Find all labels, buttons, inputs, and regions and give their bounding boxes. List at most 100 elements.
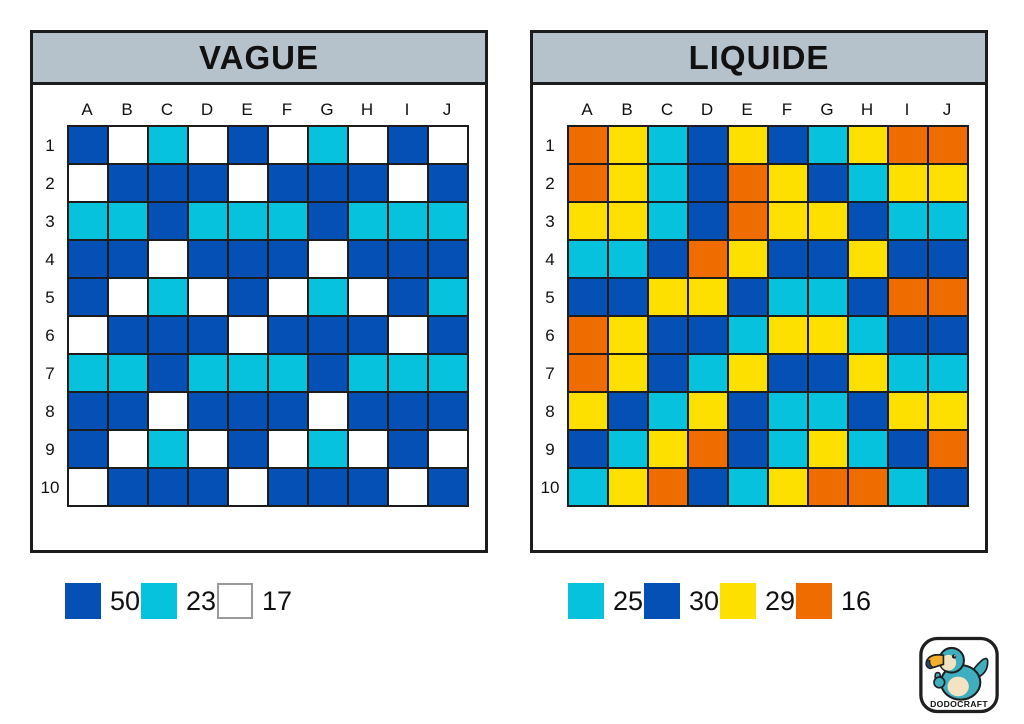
grid-cell-H6 bbox=[349, 317, 387, 353]
grid-cell-B3 bbox=[109, 203, 147, 239]
grid-cell-E9 bbox=[229, 431, 267, 467]
grid-cell-H1 bbox=[349, 127, 387, 163]
grid-cell-D10 bbox=[689, 469, 727, 505]
grid-cell-A2 bbox=[569, 165, 607, 201]
legend-item: 23 bbox=[141, 583, 217, 619]
grid-cell-A6 bbox=[69, 317, 107, 353]
grid-cell-D2 bbox=[189, 165, 227, 201]
grid-cell-A9 bbox=[69, 431, 107, 467]
grid-cell-C1 bbox=[649, 127, 687, 163]
grid-cell-C1 bbox=[149, 127, 187, 163]
grid-cell-H3 bbox=[849, 203, 887, 239]
grid-cell-G6 bbox=[309, 317, 347, 353]
grid-cell-I10 bbox=[389, 469, 427, 505]
legend-count: 25 bbox=[613, 585, 644, 616]
grid-cell-I5 bbox=[889, 279, 927, 315]
grid-cell-B1 bbox=[609, 127, 647, 163]
grid-cell-I9 bbox=[889, 431, 927, 467]
panel-vague: VAGUE A B C D E F G H I J 1 2 3 4 5 6 7 8 9 10 bbox=[30, 30, 488, 553]
row-label-9: 9 bbox=[45, 440, 55, 459]
row-label-6: 6 bbox=[45, 326, 55, 345]
grid-cell-I2 bbox=[889, 165, 927, 201]
grid-cell-E1 bbox=[729, 127, 767, 163]
grid-cell-I8 bbox=[389, 393, 427, 429]
grid-cell-B7 bbox=[609, 355, 647, 391]
grid-cell-G10 bbox=[309, 469, 347, 505]
column-labels-vague: A B C D E F G H I J bbox=[67, 95, 485, 125]
grid-cell-B4 bbox=[609, 241, 647, 277]
grid-cell-J2 bbox=[929, 165, 967, 201]
grid-cell-J1 bbox=[429, 127, 467, 163]
grid-cell-B9 bbox=[109, 431, 147, 467]
panel-vague-title-bar: VAGUE bbox=[30, 30, 488, 85]
row-label-8: 8 bbox=[545, 402, 555, 421]
grid-cell-I3 bbox=[889, 203, 927, 239]
grid-vague bbox=[67, 125, 469, 507]
grid-cell-E10 bbox=[229, 469, 267, 505]
column-label-D: D bbox=[700, 100, 714, 119]
grid-cell-D8 bbox=[689, 393, 727, 429]
grid-cell-I4 bbox=[389, 241, 427, 277]
grid-cell-D6 bbox=[689, 317, 727, 353]
legend-color-swatch bbox=[141, 583, 177, 619]
grid-cell-D7 bbox=[189, 355, 227, 391]
grid-cell-H9 bbox=[849, 431, 887, 467]
grid-cell-B7 bbox=[109, 355, 147, 391]
grid-cell-J9 bbox=[429, 431, 467, 467]
grid-cell-A10 bbox=[69, 469, 107, 505]
grid-cell-D10 bbox=[189, 469, 227, 505]
column-label-F: F bbox=[281, 100, 293, 119]
grid-cell-B9 bbox=[609, 431, 647, 467]
grid-cell-J1 bbox=[929, 127, 967, 163]
grid-cell-G8 bbox=[309, 393, 347, 429]
grid-cell-F10 bbox=[269, 469, 307, 505]
column-label-I: I bbox=[904, 100, 910, 119]
row-label-7: 7 bbox=[45, 364, 55, 383]
grid-cell-J9 bbox=[929, 431, 967, 467]
grid-cell-A5 bbox=[69, 279, 107, 315]
column-label-D: D bbox=[200, 100, 214, 119]
grid-cell-G7 bbox=[809, 355, 847, 391]
column-label-B: B bbox=[621, 100, 633, 119]
grid-cell-I8 bbox=[889, 393, 927, 429]
grid-cell-A4 bbox=[69, 241, 107, 277]
grid-cell-C5 bbox=[649, 279, 687, 315]
row-label-4: 4 bbox=[545, 250, 555, 269]
legend-count: 29 bbox=[765, 585, 796, 616]
legend-color-swatch bbox=[217, 583, 253, 619]
panel-liquide-title: LIQUIDE bbox=[688, 38, 830, 76]
grid-cell-I1 bbox=[389, 127, 427, 163]
grid-cell-B8 bbox=[109, 393, 147, 429]
grid-cell-D2 bbox=[689, 165, 727, 201]
grid-cell-E2 bbox=[229, 165, 267, 201]
row-label-1: 1 bbox=[545, 136, 555, 155]
grid-cell-B1 bbox=[109, 127, 147, 163]
grid-cell-B6 bbox=[609, 317, 647, 353]
panel-liquide-body: A B C D E F G H I J 1 2 3 4 5 6 7 8 9 10 bbox=[530, 85, 988, 553]
grid-cell-G1 bbox=[309, 127, 347, 163]
grid-cell-H5 bbox=[349, 279, 387, 315]
grid-cell-J7 bbox=[929, 355, 967, 391]
grid-cell-B4 bbox=[109, 241, 147, 277]
row-label-1: 1 bbox=[45, 136, 55, 155]
grid-cell-D9 bbox=[189, 431, 227, 467]
grid-cell-F9 bbox=[769, 431, 807, 467]
grid-cell-J8 bbox=[929, 393, 967, 429]
grid-cell-A2 bbox=[69, 165, 107, 201]
grid-cell-C4 bbox=[649, 241, 687, 277]
grid-cell-J5 bbox=[929, 279, 967, 315]
row-label-2: 2 bbox=[45, 174, 55, 193]
grid-cell-F4 bbox=[769, 241, 807, 277]
legend-item: 50 bbox=[65, 583, 141, 619]
grid-cell-F2 bbox=[769, 165, 807, 201]
row-label-5: 5 bbox=[545, 288, 555, 307]
grid-cell-E4 bbox=[729, 241, 767, 277]
row-label-3: 3 bbox=[545, 212, 555, 231]
column-label-J: J bbox=[442, 100, 452, 119]
logo-text: DODOCRAFT bbox=[930, 699, 988, 709]
grid-cell-A7 bbox=[569, 355, 607, 391]
column-label-G: G bbox=[820, 100, 834, 119]
grid-cell-C7 bbox=[649, 355, 687, 391]
grid-cell-B8 bbox=[609, 393, 647, 429]
